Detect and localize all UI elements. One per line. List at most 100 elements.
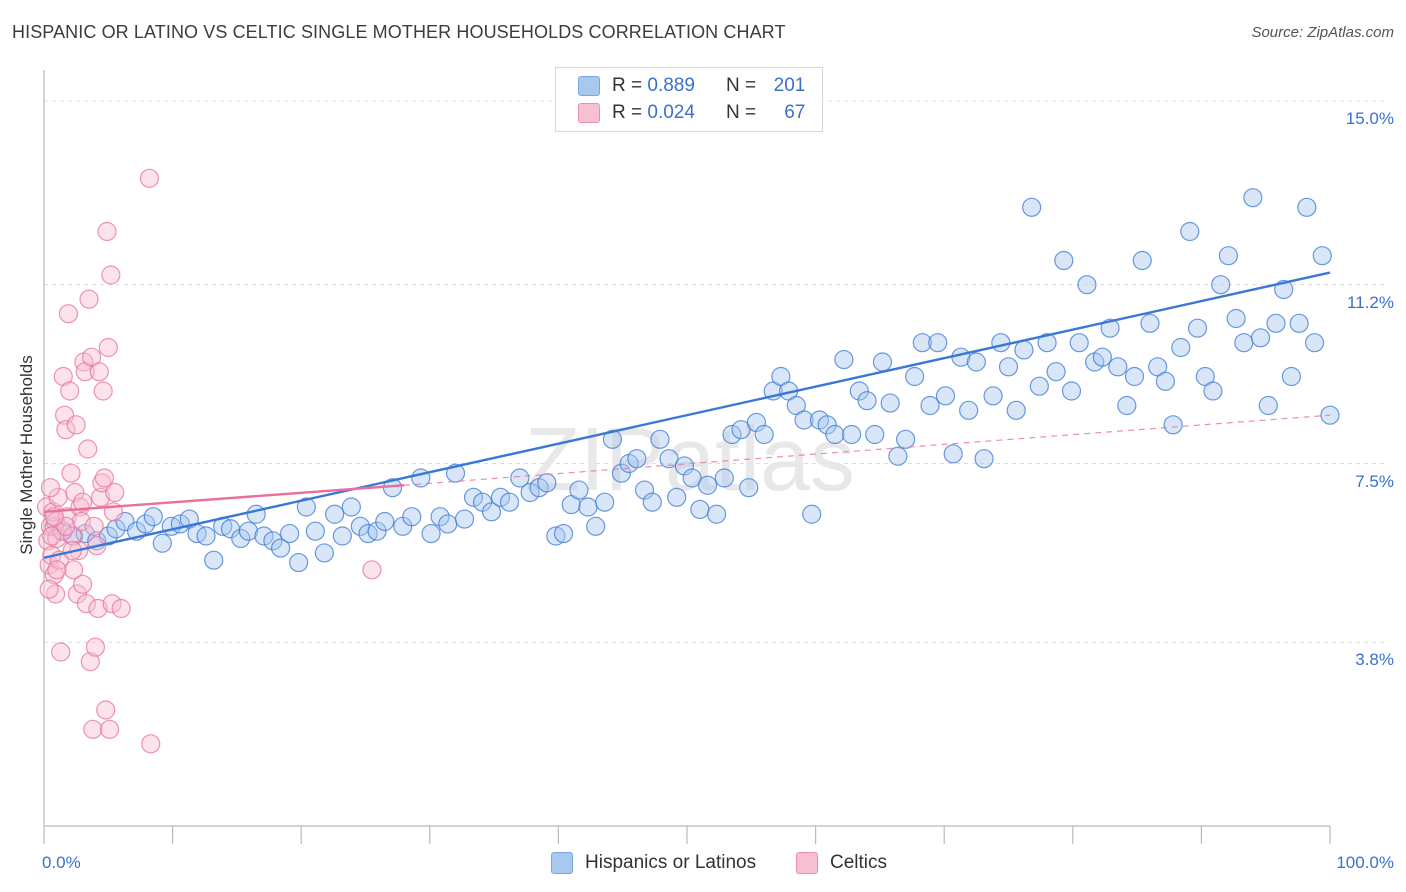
hispanics-point [510,468,530,488]
series-celtics-points [36,168,382,754]
hispanics-point [659,449,679,469]
hispanics-point [642,492,662,512]
legend-swatch-celtics [578,103,600,123]
hispanics-point [1029,376,1049,396]
hispanics-point [817,415,837,435]
hispanics-point [674,456,695,476]
hispanics-point [438,514,458,534]
hispanics-point [1077,275,1097,295]
legend-item-celtics[interactable]: Celtics [796,852,887,874]
legend-swatch-hispanics [551,852,573,874]
series-legend: Hispanics or Latinos Celtics [0,852,1406,878]
hispanics-point [578,497,598,517]
celtics-point [51,642,71,662]
hispanics-point [602,429,623,449]
hispanics-point [402,507,422,527]
hispanics-point [1022,197,1042,217]
hispanics-point [1100,318,1120,338]
hispanics-point [569,480,589,500]
hispanics-point [1234,333,1254,353]
celtics-trend-extension [404,414,1331,486]
legend-item-hispanics[interactable]: Hispanics or Latinos [551,852,756,874]
hispanics-point [722,424,742,445]
celtics-point [79,289,99,309]
celtics-point [101,265,121,285]
hispanics-point [1203,381,1223,401]
celtics-point [60,381,80,401]
x-tick-label-min: 0.0% [42,853,81,872]
hispanics-point [204,550,224,570]
y-tick-label: 7.5% [1355,471,1394,491]
axes [43,70,1331,844]
hispanics-point [537,473,557,493]
celtics-point [47,560,67,580]
hispanics-point [375,511,395,532]
legend-r-label: R = [612,75,643,96]
legend-row-hispanics: R = 0.889 N = 201 [578,74,805,98]
celtics-point [66,415,86,435]
hispanics-point [271,538,291,558]
hispanics-point [794,410,814,430]
legend-row-celtics: R = 0.024 N = 67 [578,101,805,125]
hispanics-point [481,502,502,522]
hispanics-point [1171,337,1191,358]
hispanics-point [546,526,566,546]
celtics-point [39,579,59,599]
hispanics-point [325,504,345,524]
legend-n-value: 201 [773,75,806,96]
hispanics-point [263,531,283,551]
celtics-point [99,719,120,739]
hispanics-point [935,386,956,406]
hispanics-point [1061,381,1082,401]
celtics-point [102,594,122,614]
hispanics-point [1054,250,1074,271]
hispanics-point [1312,246,1332,266]
hispanics-point [1037,333,1057,353]
hispanics-point [746,412,767,433]
hispanics-point [739,478,759,498]
hispanics-point [959,400,979,420]
hispanics-point [231,528,251,549]
hispanics-point [314,543,334,563]
chart-title: HISPANIC OR LATINO VS CELTIC SINGLE MOTH… [12,22,786,42]
celtics-point [105,482,125,503]
hispanics-point [430,507,450,527]
hispanics-point [857,391,877,411]
hispanics-point [865,424,885,445]
hispanics-point [731,420,751,440]
hispanics-point [888,446,908,466]
hispanics-point [991,333,1011,353]
legend-r-value: 0.024 [647,102,695,123]
hispanics-point [586,516,606,536]
hispanics-point [1226,308,1246,329]
hispanics-point [332,526,352,546]
hispanics-point [912,333,932,353]
celtics-point [98,337,118,358]
hispanics-point [520,482,540,503]
celtics-point [80,652,100,672]
correlation-legend: R = 0.889 N = 201 R = 0.024 N = 67 [555,67,823,132]
hispanics-point [1304,333,1325,353]
x-tick-label-max: 100.0% [1336,853,1394,872]
hispanics-point [872,352,893,372]
series-hispanics-points [44,188,1340,573]
hispanics-point [880,393,900,413]
hispanics-point [896,429,916,449]
celtics-point [96,700,116,720]
hispanics-point [152,533,172,553]
hispanics-point [305,521,325,541]
celtics-point [89,362,109,382]
legend-swatch-hispanics [578,76,600,96]
hispanics-point [627,449,647,469]
celtics-point [71,511,91,532]
celtics-point [90,487,111,507]
hispanics-point [842,424,862,445]
hispanics-point [1258,395,1278,416]
y-axis-label: Single Mother Households [17,355,36,555]
y-tick-label: 15.0% [1345,109,1394,128]
hispanics-point [802,504,822,524]
hispanics-point [1250,328,1271,348]
celtics-point [141,734,161,754]
hispanics-point [1069,333,1089,353]
hispanics-point [1124,366,1145,387]
